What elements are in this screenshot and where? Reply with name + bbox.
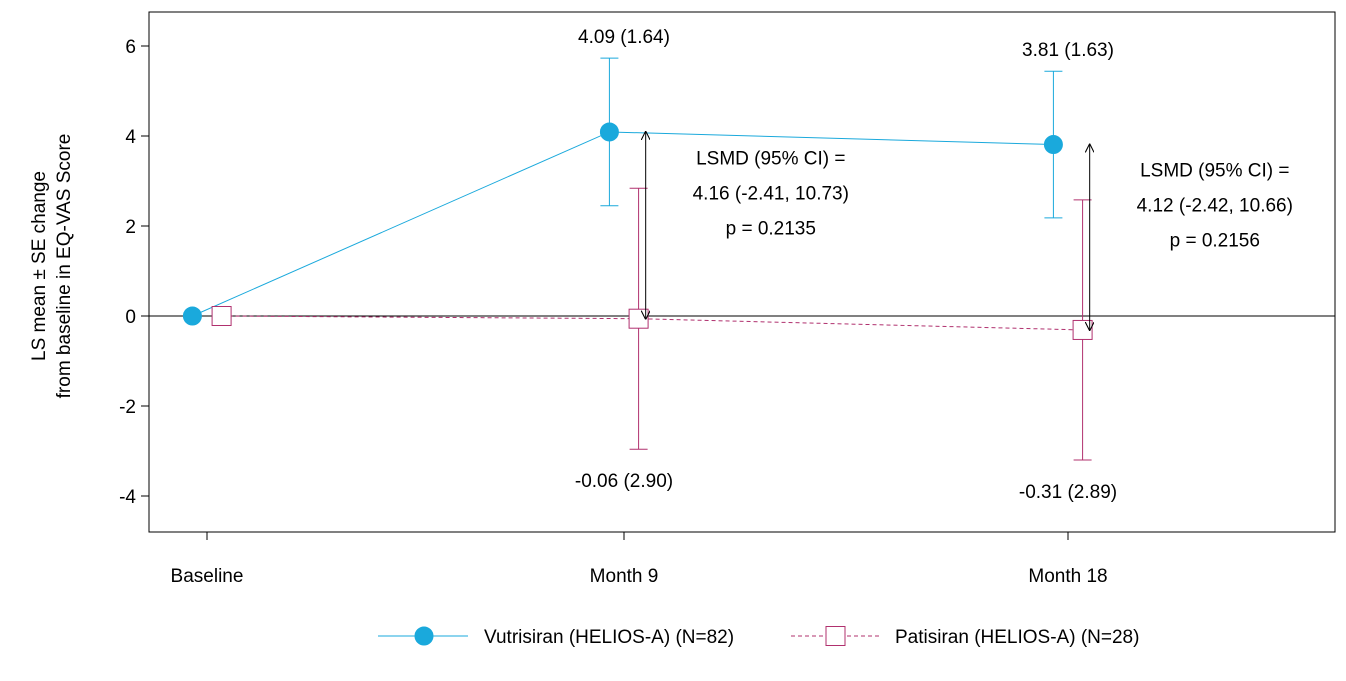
legend-label: Vutrisiran (HELIOS-A) (N=82)	[484, 627, 734, 648]
x-tick-label: Month 18	[1028, 566, 1107, 587]
y-tick-label: -2	[119, 397, 136, 418]
y-axis-label-line-1: LS mean ± SE change	[29, 171, 50, 361]
x-tick-label: Month 9	[590, 566, 659, 587]
annotation-group: LSMD (95% CI) = 4.16 (-2.41, 10.73) p = 0.…	[646, 132, 1293, 330]
legend: Vutrisiran (HELIOS-A) (N=82) Patisiran (H…	[378, 626, 1139, 648]
data-label: 3.81 (1.63)	[1022, 40, 1114, 61]
data-label: 4.09 (1.64)	[578, 27, 670, 48]
y-tick-label: -4	[119, 487, 136, 508]
y-tick-label: 2	[125, 217, 136, 238]
y-tick-label: 4	[125, 127, 136, 148]
data-point	[1043, 135, 1063, 155]
lsmd-annotation-line: LSMD (95% CI) =	[696, 148, 845, 169]
series-line	[192, 131, 1054, 317]
data-point	[182, 306, 202, 326]
plot-frame	[148, 11, 1336, 533]
data-label: -0.31 (2.89)	[1019, 482, 1117, 503]
x-axis: Baseline Month 9 Month 18	[171, 532, 1108, 587]
legend-swatch-marker	[414, 626, 434, 646]
y-tick-label: 0	[125, 307, 136, 328]
lsmd-annotation-line: 4.12 (-2.42, 10.66)	[1137, 195, 1293, 216]
y-tick-label: 6	[125, 37, 136, 58]
x-tick-label: Baseline	[171, 566, 244, 587]
y-axis: 6 4 2 0 -2 -4	[119, 37, 149, 508]
lsmd-annotation-line: 4.16 (-2.41, 10.73)	[693, 183, 849, 204]
y-axis-label-line-2: from baseline in EQ-VAS Score	[54, 134, 75, 399]
legend-label: Patisiran (HELIOS-A) (N=28)	[895, 627, 1139, 648]
lsmd-annotation-line: LSMD (95% CI) =	[1140, 160, 1289, 181]
data-label: -0.06 (2.90)	[575, 471, 673, 492]
legend-swatch-marker	[825, 626, 846, 646]
data-point	[211, 306, 232, 326]
lsmd-annotation-line: p = 0.2156	[1170, 230, 1260, 251]
data-point	[599, 122, 619, 142]
series-group: 4.09 (1.64) 3.81 (1.63) -0.06 (2.90) -0.31 …	[182, 27, 1117, 503]
lsmd-annotation-line: p = 0.2135	[726, 218, 816, 239]
y-axis-label: LS mean ± SE change from baseline in EQ-…	[29, 134, 75, 399]
series-line	[221, 315, 1083, 331]
